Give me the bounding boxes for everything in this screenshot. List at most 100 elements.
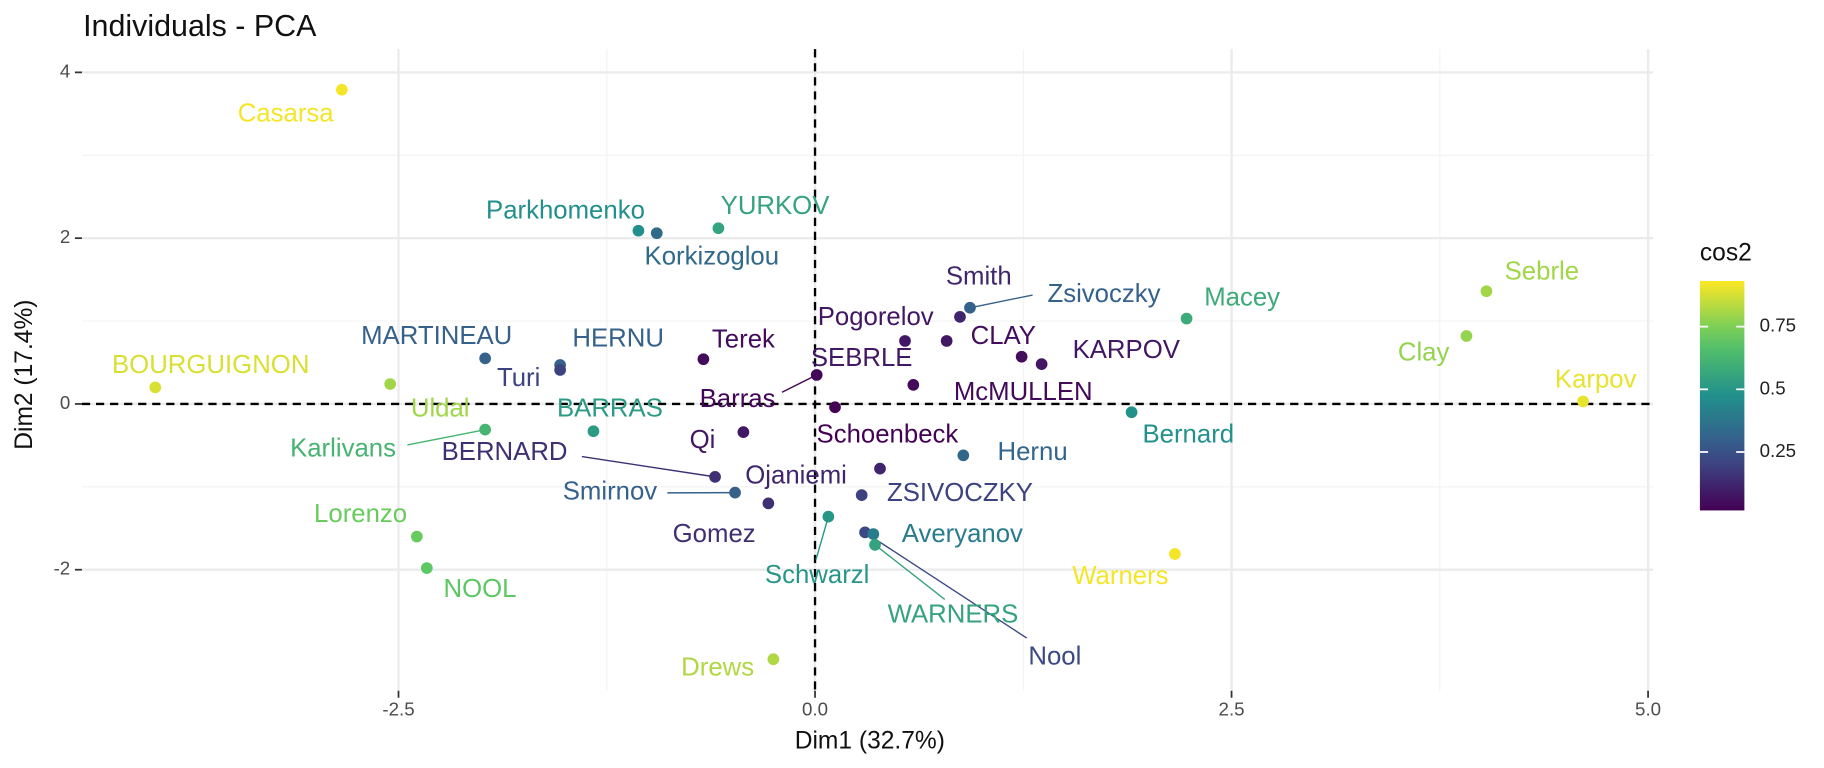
point	[709, 471, 721, 483]
point-label: Sebrle	[1505, 258, 1579, 286]
point	[874, 462, 886, 475]
point	[712, 222, 725, 235]
point-label: Parkhomenko	[486, 197, 645, 225]
point-label: Turi	[497, 364, 540, 392]
point	[697, 353, 710, 366]
point-label: Smith	[946, 262, 1012, 290]
point-label: HERNU	[572, 324, 664, 352]
point-label: SEBRLE	[811, 344, 913, 372]
leader-line	[407, 428, 486, 446]
leader-line	[815, 516, 830, 560]
x-tick-label: 5.0	[1635, 699, 1661, 720]
leader-line	[874, 544, 946, 600]
point	[149, 381, 162, 394]
point	[1015, 350, 1028, 363]
point-label: Terek	[712, 325, 775, 353]
point-label: WARNERS	[888, 601, 1019, 629]
point	[587, 425, 600, 438]
colorbar	[1699, 280, 1745, 511]
point-label: Gomez	[673, 520, 756, 548]
point-label: Casarsa	[238, 100, 335, 128]
point	[899, 335, 911, 347]
point-label: Uldal	[411, 395, 470, 423]
point	[907, 379, 920, 391]
point	[479, 352, 491, 365]
x-tick-label: -2.5	[382, 699, 414, 720]
point-label: Zsivoczky	[1047, 280, 1160, 308]
point	[410, 530, 423, 543]
point	[737, 426, 750, 438]
point	[1577, 395, 1589, 408]
point	[767, 653, 780, 666]
grid	[81, 49, 1654, 691]
point-label: Schoenbeck	[817, 420, 959, 448]
x-tick-label: 2.5	[1219, 699, 1245, 720]
point	[940, 335, 953, 347]
point	[1480, 285, 1493, 298]
point-label: Clay	[1398, 338, 1450, 366]
point-label: MARTINEAU	[361, 322, 512, 350]
leader-line	[969, 294, 1033, 309]
point-label: KARPOV	[1073, 336, 1181, 364]
point	[729, 486, 741, 499]
point	[954, 311, 966, 323]
point-label: Hernu	[998, 438, 1068, 466]
point-label: Warners	[1072, 562, 1168, 590]
point	[1180, 312, 1193, 325]
point-label: YURKOV	[721, 192, 831, 220]
point-label: Bernard	[1142, 420, 1234, 448]
leader-line	[864, 531, 1028, 639]
point-label: Ojaniemi	[745, 461, 847, 489]
point-label: Pogorelov	[818, 303, 934, 331]
point	[384, 378, 397, 390]
point-label: BARRAS	[557, 395, 663, 423]
point	[1460, 330, 1473, 342]
point	[822, 510, 835, 523]
point-label: Lorenzo	[314, 500, 407, 528]
y-tick-label: -2	[54, 558, 71, 579]
point	[810, 369, 823, 381]
point-label: Karlivans	[290, 434, 396, 462]
point-label: ZSIVOCZKY	[887, 479, 1033, 507]
point	[957, 449, 970, 462]
colorbar-tick-label: 0.5	[1760, 377, 1786, 398]
point	[650, 227, 663, 240]
point	[869, 538, 881, 551]
point-label: Drews	[681, 653, 754, 681]
point	[867, 528, 880, 540]
point	[632, 224, 645, 237]
point-label: Schwarzl	[765, 561, 869, 589]
y-tick-label: 2	[60, 226, 70, 247]
point	[1035, 358, 1048, 371]
point	[554, 364, 566, 376]
x-tick-label: 0.0	[802, 699, 828, 720]
point	[1125, 406, 1138, 419]
point	[829, 401, 841, 414]
point-label: Nool	[1028, 643, 1081, 671]
point-label: Smirnov	[563, 478, 658, 506]
point-label: Qi	[690, 426, 716, 454]
point-label: Macey	[1204, 283, 1280, 311]
colorbar-tick-label: 0.25	[1760, 440, 1796, 461]
leader-line	[581, 455, 716, 478]
point	[479, 423, 491, 436]
y-axis-title: Dim2 (17.4%)	[11, 300, 38, 450]
point	[855, 489, 868, 501]
x-axis-title: Dim1 (32.7%)	[795, 728, 945, 755]
y-tick-label: 4	[60, 60, 70, 81]
y-tick-label: 0	[60, 392, 70, 413]
colorbar-tick-label: 0.75	[1760, 315, 1796, 336]
point	[1169, 548, 1181, 560]
chart-title: Individuals - PCA	[83, 9, 317, 43]
point	[336, 83, 348, 96]
point-label: Barras	[700, 385, 776, 413]
legend-title: cos2	[1700, 240, 1752, 267]
point-label: BERNARD	[442, 438, 568, 466]
point	[420, 562, 433, 574]
point-label: Karpov	[1555, 365, 1637, 393]
point	[762, 497, 775, 510]
leader-line	[781, 374, 818, 393]
point-label: BOURGUIGNON	[112, 351, 309, 379]
